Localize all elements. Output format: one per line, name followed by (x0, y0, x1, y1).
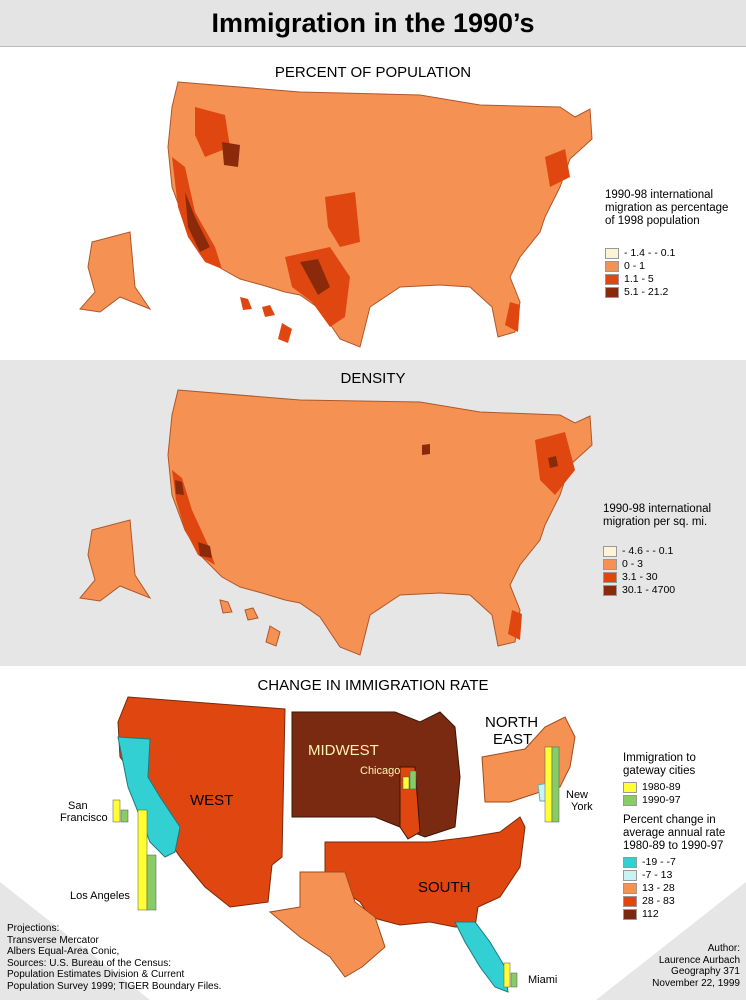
density-legend-item: 3.1 - 30 (603, 571, 658, 583)
density-legend-item: - 4.6 - - 0.1 (603, 545, 673, 557)
percent-legend-item: 5.1 - 21.2 (605, 286, 668, 298)
density-chicago-top (422, 444, 430, 455)
density-hawaii (219, 599, 281, 647)
percent-california-high (172, 157, 222, 269)
percent-texas-top (300, 259, 330, 295)
change-legend-item: 13 - 28 (623, 882, 675, 894)
percent-idaho-top (222, 142, 240, 167)
new-york-label-line1: New (566, 789, 589, 801)
change-map (0, 696, 746, 1000)
percent-map (79, 81, 593, 348)
density-map (79, 389, 593, 656)
west-label: WEST (190, 792, 234, 809)
percent-california-top (185, 192, 210, 252)
chicago-label: Chicago (360, 765, 401, 777)
northeast-label-line1: NORTH (485, 714, 539, 731)
bar-legend-title: Immigration to gateway cities (623, 752, 696, 777)
new-york-label-line2: York (571, 801, 593, 813)
density-bay-area-top (175, 480, 184, 495)
los-angeles-label: Los Angeles (70, 890, 130, 902)
percent-florida-high (505, 302, 520, 332)
percent-panel-title: PERCENT OF POPULATION (274, 64, 472, 81)
florida-region (454, 921, 509, 993)
percent-us-mainland (167, 81, 593, 348)
bar-legend-item: 1990-97 (623, 794, 681, 806)
new-york-label: New York (566, 789, 593, 813)
density-florida-high (508, 610, 522, 640)
miami-label: Miami (528, 974, 558, 986)
percent-northwest-high (195, 107, 230, 157)
la-bar-1990s (146, 854, 157, 911)
density-nyc-top (548, 456, 558, 468)
percent-plains-high (325, 192, 360, 247)
percent-alaska (79, 231, 152, 313)
page-title: Immigration in the 1990’s (0, 0, 746, 47)
change-panel-title: CHANGE IN IMMIGRATION RATE (257, 677, 489, 694)
density-legend-title: 1990-98 international migration per sq. … (603, 503, 712, 528)
northeast-label-line2: EAST (493, 731, 533, 748)
northeast-label: NORTH EAST (485, 714, 538, 748)
ny-bar-1980s (544, 746, 553, 823)
california-region (117, 736, 181, 858)
density-legend-item: 0 - 3 (603, 558, 643, 570)
percent-legend-item: - 1.4 - - 0.1 (605, 247, 675, 259)
density-alaska (79, 519, 152, 602)
west-region (117, 696, 286, 908)
percent-legend-item: 1.1 - 5 (605, 273, 654, 285)
density-la-top (198, 542, 212, 558)
change-legend-item: -7 - 13 (623, 869, 672, 881)
density-panel: DENSITY 1990-98 international migration … (0, 360, 746, 666)
percent-legend-item: 0 - 1 (605, 260, 645, 272)
midwest-label: MIDWEST (308, 742, 379, 759)
chicago-bar-1980s (402, 776, 410, 790)
miami-bar-1990s (510, 972, 518, 988)
change-legend-item: 28 - 83 (623, 895, 675, 907)
ny-bar-1990s (551, 746, 560, 823)
change-panel: CHANGE IN IMMIGRATION RATE WEST (0, 667, 746, 1000)
change-legend-item: -19 - -7 (623, 856, 676, 868)
sf-bar-1990s (120, 809, 129, 823)
sf-bar-1980s (112, 799, 121, 823)
percent-hawaii (240, 297, 292, 343)
density-panel-title: DENSITY (340, 370, 406, 387)
chicago-bar-1990s (409, 770, 417, 790)
sources-text: Projections: Transverse Mercator Albers … (7, 923, 222, 992)
percent-northeast-high (545, 149, 570, 187)
author-text: Author: Laurence Aurbach Geography 371 N… (652, 943, 740, 989)
south-label: SOUTH (418, 879, 471, 896)
san-francisco-label-line2: Francisco (60, 812, 108, 824)
corner-shade-left (0, 882, 150, 1000)
san-francisco-label: San Francisco (60, 800, 108, 824)
south-region (324, 816, 526, 928)
corner-shade-right (596, 882, 746, 1000)
san-francisco-label-line1: San (68, 800, 88, 812)
la-bar-1980s (137, 809, 148, 911)
change-legend-title: Percent change in average annual rate 19… (623, 814, 726, 852)
percent-legend-title: 1990-98 international migration as perce… (605, 189, 729, 227)
density-legend-item: 30.1 - 4700 (603, 584, 675, 596)
miami-bar-1980s (503, 962, 511, 988)
change-legend-item: 112 (623, 908, 659, 920)
bar-legend-item: 1980-89 (623, 781, 681, 793)
density-us-mainland (167, 389, 593, 656)
texas-region (268, 871, 386, 978)
percent-panel: PERCENT OF POPULATION 1990-98 internatio… (0, 47, 746, 359)
